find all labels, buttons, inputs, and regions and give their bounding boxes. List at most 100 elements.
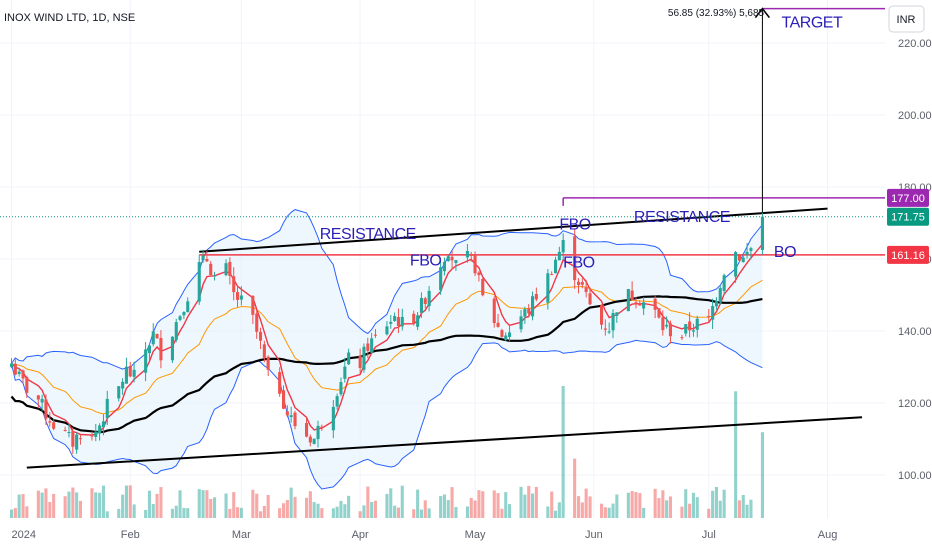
x-tick-label: Mar: [232, 529, 251, 541]
candle: [600, 304, 604, 330]
volume-bar: [680, 506, 684, 518]
volume-bar: [308, 491, 312, 518]
candle: [159, 330, 163, 369]
candle-body: [473, 254, 477, 274]
candle: [201, 249, 205, 263]
volume-bar: [642, 507, 646, 518]
volume-bar: [205, 490, 209, 518]
volume-bar: [266, 495, 270, 518]
volume-bar: [21, 494, 25, 518]
candle-body: [718, 288, 722, 303]
candle: [373, 329, 377, 338]
annotation-resistance-0: RESISTANCE: [320, 226, 416, 243]
volume-bar: [714, 487, 718, 518]
volume-bar: [13, 508, 17, 518]
candle-body: [419, 298, 423, 313]
candle-body: [25, 377, 29, 393]
candle-body: [688, 321, 692, 331]
candle-body: [170, 336, 174, 361]
candle: [36, 394, 40, 409]
currency-button[interactable]: [888, 5, 925, 33]
volume-bar: [282, 503, 286, 518]
candle-body: [577, 281, 581, 285]
candle: [661, 310, 665, 336]
volume-bar: [316, 503, 320, 518]
candle: [358, 348, 362, 374]
volume-bar: [688, 503, 692, 518]
x-tick-label: Jul: [702, 529, 716, 541]
candle-body: [714, 301, 718, 307]
candle: [186, 297, 190, 313]
candle: [147, 344, 151, 360]
y-tick-label: 220.00: [898, 38, 932, 50]
volume-bar: [554, 510, 558, 518]
x-tick-label: Apr: [352, 529, 369, 541]
price-axis-bg: [885, 0, 932, 550]
candle: [454, 260, 458, 271]
y-tick-label: 200.00: [898, 110, 932, 122]
price-label-box: [887, 207, 929, 226]
candle-body: [760, 216, 764, 250]
candle: [205, 250, 209, 263]
candle-body: [151, 331, 155, 345]
candle-body: [101, 421, 105, 428]
candle: [492, 296, 496, 328]
candle: [718, 285, 722, 305]
volume-bar: [320, 508, 324, 518]
volume-bar: [741, 495, 745, 518]
candle: [197, 255, 201, 305]
volume-bar: [174, 505, 178, 518]
candle: [339, 377, 343, 397]
volume-bar: [454, 507, 458, 518]
candle: [496, 313, 500, 328]
volume-bar: [40, 492, 44, 518]
candle: [707, 309, 711, 323]
candle-body: [293, 412, 297, 427]
candle-body: [657, 308, 661, 318]
candle: [450, 250, 454, 270]
candle: [362, 343, 366, 373]
candle-body: [339, 382, 343, 395]
volume-bar: [159, 487, 163, 518]
volume-bar: [201, 490, 205, 518]
candle-body: [48, 421, 52, 423]
candle-body: [523, 309, 527, 317]
candle-body: [13, 363, 17, 375]
candle-body: [626, 289, 630, 312]
measure-arrow-head: [754, 7, 770, 19]
candle: [400, 308, 404, 331]
candle-body: [519, 316, 523, 330]
candle: [500, 328, 504, 339]
candle-body: [611, 313, 615, 331]
candle: [52, 419, 56, 431]
candle-body: [197, 262, 201, 302]
candle-body: [52, 422, 56, 429]
volume-bar: [626, 492, 630, 518]
candle: [557, 246, 561, 261]
volume-bar: [638, 493, 642, 518]
candle-body: [469, 254, 473, 256]
candle: [611, 309, 615, 339]
candle: [305, 417, 309, 438]
volume-bar: [684, 489, 688, 518]
volume-bar: [128, 485, 132, 518]
candle-body: [40, 398, 44, 403]
volume-bar: [607, 507, 611, 518]
candle: [615, 312, 619, 323]
volume-bar: [90, 488, 94, 518]
volume-bar: [389, 488, 393, 518]
candle: [251, 295, 255, 324]
volume-bar: [331, 508, 335, 518]
volume-bar: [508, 504, 512, 518]
currency-label: INR: [897, 14, 916, 26]
candle: [13, 359, 17, 376]
candle: [446, 255, 450, 262]
candle-body: [239, 295, 243, 300]
volume-bar: [492, 490, 496, 518]
candle: [519, 310, 523, 333]
candle-body: [232, 276, 236, 293]
volume-bar: [749, 499, 753, 518]
candle: [531, 291, 535, 321]
